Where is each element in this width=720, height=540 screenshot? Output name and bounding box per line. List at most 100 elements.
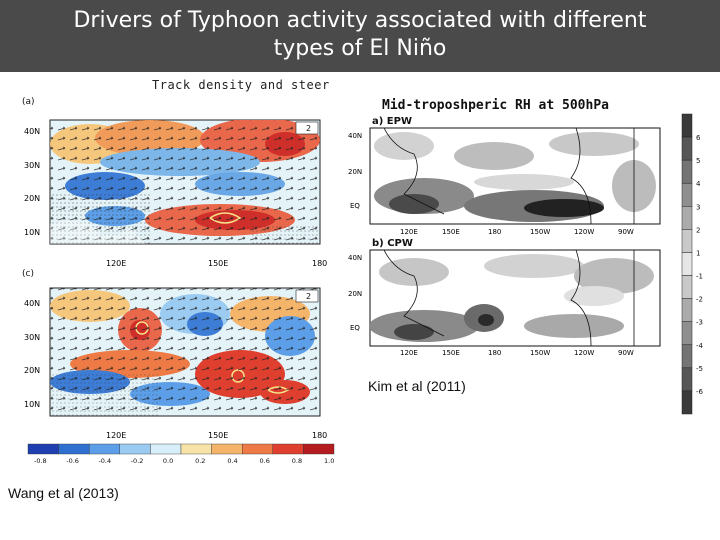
right-colorbar-swatch xyxy=(681,229,693,253)
panel-c-lon-labels: 120E 150E 180 xyxy=(106,431,327,440)
svg-text:150E: 150E xyxy=(208,259,228,268)
svg-text:20N: 20N xyxy=(24,194,40,203)
svg-text:30N: 30N xyxy=(24,161,40,170)
left-colorbar-tick: -0.2 xyxy=(131,457,144,465)
svg-text:180: 180 xyxy=(488,349,501,357)
right-colorbar-swatch xyxy=(681,182,693,207)
panel-c-map: 2 xyxy=(49,287,321,417)
cpw-label: b) CPW xyxy=(372,238,413,249)
right-colorbar-swatch xyxy=(681,206,693,230)
epw-lon-labels: 120E 150E 180 150W 120W 90W xyxy=(400,228,634,236)
right-colorbar-swatch xyxy=(681,390,693,415)
left-colorbar-swatch xyxy=(119,443,151,455)
svg-text:90W: 90W xyxy=(618,349,634,357)
right-colorbar-swatch xyxy=(681,298,693,322)
svg-text:10N: 10N xyxy=(24,400,40,409)
left-colorbar-swatch xyxy=(241,443,273,455)
left-figure: 2 (a) 40N 30N 20N 10N 120E 150E 180 xyxy=(22,97,335,465)
svg-text:120E: 120E xyxy=(106,259,126,268)
svg-text:120W: 120W xyxy=(574,228,594,236)
slide-title-line-1: Drivers of Typhoon activity associated w… xyxy=(73,8,647,33)
svg-text:40N: 40N xyxy=(24,127,40,136)
svg-text:40N: 40N xyxy=(348,132,362,140)
left-colorbar-tick: 0.8 xyxy=(292,457,302,465)
svg-text:20N: 20N xyxy=(348,290,362,298)
right-figure-title: Mid-troposhperic RH at 500hPa xyxy=(382,98,609,113)
panel-c-lat-labels: 40N 30N 20N 10N xyxy=(24,299,40,409)
right-colorbar-swatch xyxy=(681,252,693,276)
right-colorbar: 6 5 4 3 2 1 -1 -2 -3 -4 -5 -6 xyxy=(681,113,704,415)
kim-caption: Kim et al (2011) xyxy=(368,378,466,394)
right-colorbar-swatch xyxy=(681,344,693,369)
svg-text:120W: 120W xyxy=(574,349,594,357)
svg-text:40N: 40N xyxy=(24,299,40,308)
right-colorbar-swatch xyxy=(681,136,693,161)
right-figure: a) EPW 40N 20N EQ 120E 150E 180 150W 120… xyxy=(348,116,661,357)
slide-title-line-2: types of El Niño xyxy=(273,36,447,61)
left-colorbar-ticks: -0.8 -0.6 -0.4 -0.2 0.0 0.2 0.4 0.6 0.8 1.0 xyxy=(34,457,334,465)
panel-a-map: 2 xyxy=(49,119,321,245)
left-colorbar-swatch xyxy=(211,443,243,455)
right-colorbar-tick: -6 xyxy=(696,388,704,396)
epw-label: a) EPW xyxy=(372,116,412,127)
svg-text:90W: 90W xyxy=(618,228,634,236)
panel-a-lon-labels: 120E 150E 180 xyxy=(106,259,327,268)
epw-lat-labels: 40N 20N EQ xyxy=(348,132,362,210)
wang-caption: Wang et al (2013) xyxy=(8,485,119,501)
svg-text:120E: 120E xyxy=(106,431,126,440)
cpw-map xyxy=(369,249,661,347)
right-colorbar-tick: 6 xyxy=(696,134,701,142)
panel-c-vector-ref: 2 xyxy=(306,292,311,301)
right-colorbar-tick: 5 xyxy=(696,157,700,165)
svg-text:150E: 150E xyxy=(208,431,228,440)
svg-text:180: 180 xyxy=(488,228,501,236)
left-colorbar-tick: 0.4 xyxy=(227,457,237,465)
svg-text:150E: 150E xyxy=(442,349,460,357)
right-colorbar-tick: -5 xyxy=(696,365,703,373)
svg-text:20N: 20N xyxy=(348,168,362,176)
left-colorbar-swatch xyxy=(150,443,182,455)
svg-text:150W: 150W xyxy=(530,349,550,357)
left-colorbar xyxy=(27,443,335,455)
left-colorbar-tick: 0.2 xyxy=(195,457,205,465)
left-colorbar-tick: 0.0 xyxy=(163,457,173,465)
cpw-lat-labels: 40N 20N EQ xyxy=(348,254,362,332)
left-colorbar-tick: 0.6 xyxy=(260,457,270,465)
left-colorbar-tick: 1.0 xyxy=(324,457,334,465)
right-colorbar-tick: 4 xyxy=(696,180,701,188)
left-colorbar-tick: -0.4 xyxy=(98,457,111,465)
left-colorbar-swatch xyxy=(88,443,120,455)
right-colorbar-swatch xyxy=(681,113,693,138)
panel-a-vector-ref: 2 xyxy=(306,124,311,133)
svg-text:EQ: EQ xyxy=(350,324,360,332)
left-colorbar-swatch xyxy=(58,443,90,455)
slide-title: Drivers of Typhoon activity associated w… xyxy=(0,0,720,72)
left-colorbar-swatch xyxy=(180,443,212,455)
right-colorbar-tick: 1 xyxy=(696,249,700,257)
left-figure-title: Track density and steer xyxy=(152,78,330,92)
left-colorbar-swatch xyxy=(272,443,304,455)
right-colorbar-swatch xyxy=(681,321,693,346)
right-colorbar-swatch xyxy=(681,275,693,299)
svg-text:10N: 10N xyxy=(24,228,40,237)
right-colorbar-tick: -1 xyxy=(696,273,703,281)
svg-text:EQ: EQ xyxy=(350,202,360,210)
svg-text:150E: 150E xyxy=(442,228,460,236)
svg-text:180: 180 xyxy=(312,259,327,268)
epw-map xyxy=(369,127,661,225)
panel-a-label: (a) xyxy=(22,97,35,107)
panel-c-label: (c) xyxy=(22,269,34,279)
panel-a-lat-labels: 40N 30N 20N 10N xyxy=(24,127,40,237)
right-colorbar-tick: 3 xyxy=(696,203,700,211)
svg-text:30N: 30N xyxy=(24,333,40,342)
right-colorbar-tick: -2 xyxy=(696,296,703,304)
left-colorbar-tick: -0.6 xyxy=(66,457,79,465)
svg-text:120E: 120E xyxy=(400,228,418,236)
svg-text:150W: 150W xyxy=(530,228,550,236)
svg-text:40N: 40N xyxy=(348,254,362,262)
right-colorbar-swatch xyxy=(681,159,693,184)
right-colorbar-tick: 2 xyxy=(696,226,700,234)
right-colorbar-tick: -3 xyxy=(696,319,703,327)
right-colorbar-tick: -4 xyxy=(696,342,704,350)
cpw-lon-labels: 120E 150E 180 150W 120W 90W xyxy=(400,349,634,357)
